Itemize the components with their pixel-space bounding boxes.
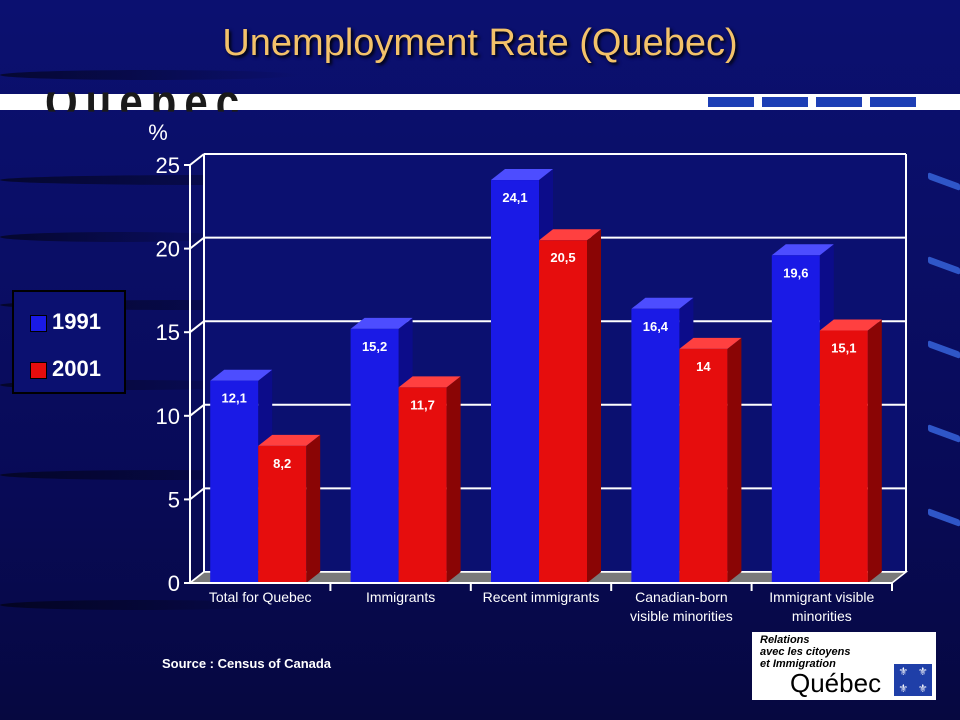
fleur-de-lis-icon: ⚜ (914, 665, 931, 679)
background-streak (0, 600, 280, 610)
fleur-de-lis-icon: ⚜ (895, 682, 912, 696)
y-tick-label: 10 (156, 404, 180, 429)
bar (631, 308, 680, 583)
logo-caption: Relations avec les citoyens et Immigrati… (760, 634, 851, 670)
y-tick-label: 20 (156, 237, 180, 262)
gridline-depth (189, 487, 205, 501)
bar (679, 348, 728, 583)
legend-swatch-2001 (30, 362, 47, 379)
x-tick-label: Immigrants (366, 589, 435, 605)
bar-side (306, 434, 321, 583)
fleurdelise-flag-icon: ⚜ ⚜ ⚜ ⚜ (894, 664, 932, 696)
bar-top (819, 319, 882, 331)
legend-label-1991: 1991 (52, 309, 101, 334)
data-label: 20,5 (550, 250, 575, 265)
logo-line-2: avec les citoyens (760, 646, 851, 658)
banner-flag-stripe (762, 97, 808, 107)
chart-legend: 1991 2001 (12, 290, 126, 394)
gridline-depth (189, 320, 205, 333)
bar-side (446, 376, 461, 583)
legend-swatch-1991 (30, 315, 47, 332)
background-streak (0, 300, 360, 310)
background-streak (0, 232, 240, 242)
banner-flag-stripe (870, 97, 916, 107)
data-label: 11,7 (410, 397, 435, 412)
data-label: 12,1 (222, 391, 247, 406)
logo-wordmark: Québec (790, 668, 882, 698)
bar-top (539, 229, 601, 241)
bar-top (398, 376, 461, 388)
x-tick-label: minorities (792, 608, 852, 624)
bar (210, 380, 259, 583)
y-tick-label: 25 (156, 153, 180, 178)
data-label: 15,2 (362, 339, 387, 354)
x-tick-label: Total for Quebec (209, 589, 312, 605)
data-label: 8,2 (273, 456, 291, 471)
y-tick-label: 0 (168, 571, 180, 596)
bar-top (631, 297, 694, 309)
background-streak (0, 380, 260, 390)
bar (819, 330, 868, 583)
banner-flag-stripe (816, 97, 862, 107)
bar-top (258, 434, 321, 446)
bar-top (771, 244, 834, 256)
bar-side (587, 229, 601, 584)
fleur-de-lis-icon: ⚜ (914, 682, 931, 696)
y-tick-label: 5 (168, 487, 180, 512)
data-label: 16,4 (643, 319, 669, 334)
background-streak (0, 70, 300, 80)
data-label: 15,1 (831, 341, 856, 356)
bar-top (210, 369, 273, 381)
data-label: 24,1 (502, 190, 527, 205)
x-tick-label: Recent immigrants (483, 589, 600, 605)
bar (539, 240, 587, 584)
source-note: Source : Census of Canada (162, 656, 332, 671)
fleur-de-lis-icon: ⚜ (895, 665, 912, 679)
page-title: Unemployment Rate (Quebec) (222, 22, 738, 64)
bar-side (867, 319, 882, 583)
gridline-depth (189, 404, 205, 417)
x-tick-label: visible minorities (630, 608, 733, 624)
x-tick-label: Immigrant visible (769, 589, 874, 605)
bar-top (350, 317, 413, 329)
bar (771, 255, 820, 583)
bar (258, 445, 307, 583)
logo-line-1: Relations (760, 634, 810, 646)
government-logo: Relations avec les citoyens et Immigrati… (752, 632, 936, 700)
gridline-depth (189, 236, 205, 250)
banner-wordmark: Québec (45, 92, 695, 111)
gridline-depth (189, 153, 205, 166)
y-axis-label: % (148, 120, 168, 145)
bar-top (491, 169, 553, 181)
banner-flag-stripe (708, 97, 754, 107)
y-tick-label: 15 (156, 320, 180, 345)
bar (398, 387, 447, 583)
bar (491, 180, 539, 583)
data-label: 19,6 (783, 265, 808, 280)
data-label: 14 (696, 359, 711, 374)
logo-line-3: et Immigration (760, 658, 836, 670)
bar (350, 328, 399, 583)
bar-side (727, 337, 742, 583)
x-tick-label: Canadian-born (635, 589, 728, 605)
background-streak (0, 470, 330, 480)
bar-top (679, 337, 742, 349)
legend-label-2001: 2001 (52, 356, 101, 381)
